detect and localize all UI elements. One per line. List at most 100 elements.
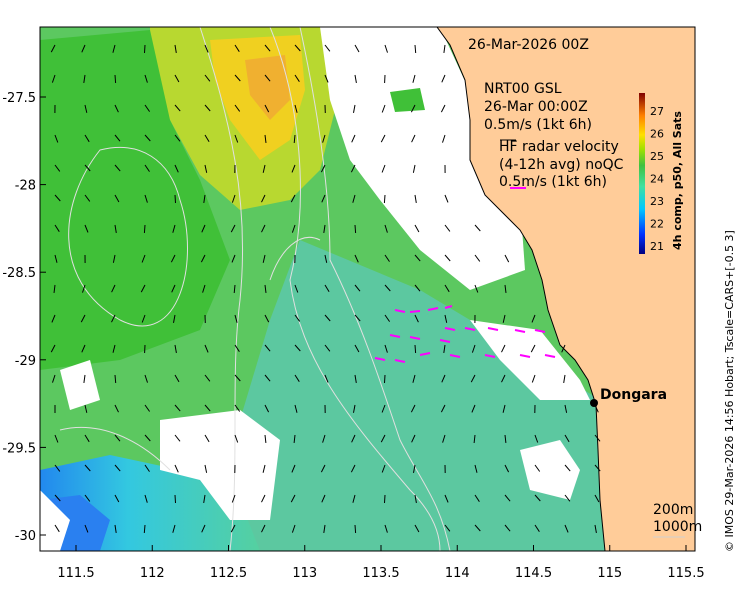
model-arrow <box>234 374 241 382</box>
model-arrow <box>52 374 56 383</box>
model-arrow <box>381 164 386 173</box>
model-arrow <box>203 194 206 203</box>
model-arrow <box>473 434 476 444</box>
model-arrow <box>111 284 116 293</box>
model-arrow <box>444 314 448 323</box>
model-arrow <box>84 524 89 533</box>
model-arrow <box>141 254 146 263</box>
cloud-gap-se <box>520 440 580 500</box>
colorbar-tick-label: 27 <box>650 105 664 118</box>
model-arrow <box>81 344 86 353</box>
model-arrow <box>354 44 360 53</box>
model-arrow <box>324 44 331 52</box>
model-arrow <box>474 254 481 262</box>
model-arrow <box>231 254 236 263</box>
model-arrow <box>594 524 597 533</box>
model-arrow <box>204 74 211 82</box>
model-arrow <box>294 284 299 293</box>
model-arrow <box>264 284 267 293</box>
model-arrow <box>114 104 119 113</box>
model-arrow <box>531 374 536 383</box>
model-arrow <box>351 134 356 143</box>
model-arrow <box>262 164 266 173</box>
model-arrow <box>414 494 417 503</box>
model-arrow <box>534 464 541 472</box>
model-arrow <box>444 524 451 532</box>
model-arrow <box>293 434 296 443</box>
model-velocity-arrows <box>50 44 601 534</box>
model-arrow <box>351 434 356 443</box>
model-arrow <box>294 314 301 322</box>
model-arrow <box>414 284 421 292</box>
model-arrow <box>144 404 151 412</box>
model-arrow <box>54 224 60 232</box>
model-arrow <box>114 374 117 384</box>
model-arrow <box>350 164 356 173</box>
model-arrow <box>323 224 326 233</box>
model-arrow <box>204 44 209 53</box>
model-arrow <box>474 224 481 232</box>
model-arrow <box>504 254 510 263</box>
model-arrow <box>144 74 148 83</box>
model-arrow <box>264 404 270 413</box>
model-arrow <box>380 434 386 443</box>
model-arrow <box>51 314 56 323</box>
model-arrow <box>412 374 416 383</box>
model-arrow <box>564 404 568 413</box>
model-arrow <box>174 164 179 173</box>
model-arrow <box>563 374 566 383</box>
model-arrow <box>51 74 56 83</box>
model-arrow <box>354 224 357 234</box>
model-arrow <box>234 314 238 323</box>
model-arrow <box>502 404 506 413</box>
radar-label: HF radar velocity <box>499 139 619 155</box>
model-arrow <box>444 254 451 262</box>
model-arrow <box>441 374 446 383</box>
model-arrow <box>442 434 446 443</box>
model-arrow <box>294 404 298 413</box>
model-arrow <box>174 134 181 142</box>
model-arrow <box>412 164 416 173</box>
model-arrow <box>384 44 388 53</box>
model-arrow <box>321 494 326 503</box>
model-arrow <box>114 434 121 442</box>
x-tick-label: 112.5 <box>210 566 247 581</box>
x-axis: 111.5 112 112.5 113 113.5 114 114.5 115 115.5 <box>57 545 705 581</box>
model-arrow <box>564 434 570 443</box>
model-arrow <box>234 344 240 352</box>
model-arrow <box>114 194 120 203</box>
colorbar: 27 26 25 24 23 22 21 4h comp, p50, All Sats <box>639 93 684 254</box>
model-arrow <box>293 134 296 144</box>
model-arrow <box>504 494 511 502</box>
model-arrow <box>144 134 151 142</box>
model-arrow <box>230 524 236 533</box>
model-arrow <box>50 44 56 53</box>
model-arrow <box>501 374 506 383</box>
model-arrow <box>383 194 386 204</box>
model-arrow <box>261 224 266 233</box>
model-arrow <box>204 434 210 443</box>
colorbar-tick-label: 22 <box>650 218 664 231</box>
model-arrow <box>384 524 388 533</box>
model-arrow <box>414 254 421 262</box>
model-arrow <box>412 74 416 83</box>
model-arrow <box>84 194 91 202</box>
model-label: NRT00 GSL <box>484 81 562 97</box>
model-arrow <box>414 524 420 533</box>
model-arrow <box>84 434 90 443</box>
y-tick-label: -29.5 <box>2 441 36 456</box>
model-arrow <box>54 494 61 502</box>
model-arrow <box>114 164 121 172</box>
model-arrow <box>173 314 176 323</box>
model-arrow <box>444 194 449 203</box>
model-arrow <box>233 284 236 294</box>
model-arrow <box>474 494 480 502</box>
model-arrow <box>84 134 90 143</box>
model-arrow <box>234 44 240 52</box>
model-arrow <box>264 314 270 323</box>
model-arrow <box>322 134 326 143</box>
model-arrow <box>594 434 601 442</box>
model-arrow <box>381 104 386 113</box>
model-arrow <box>234 404 241 412</box>
model-arrow <box>504 524 511 532</box>
